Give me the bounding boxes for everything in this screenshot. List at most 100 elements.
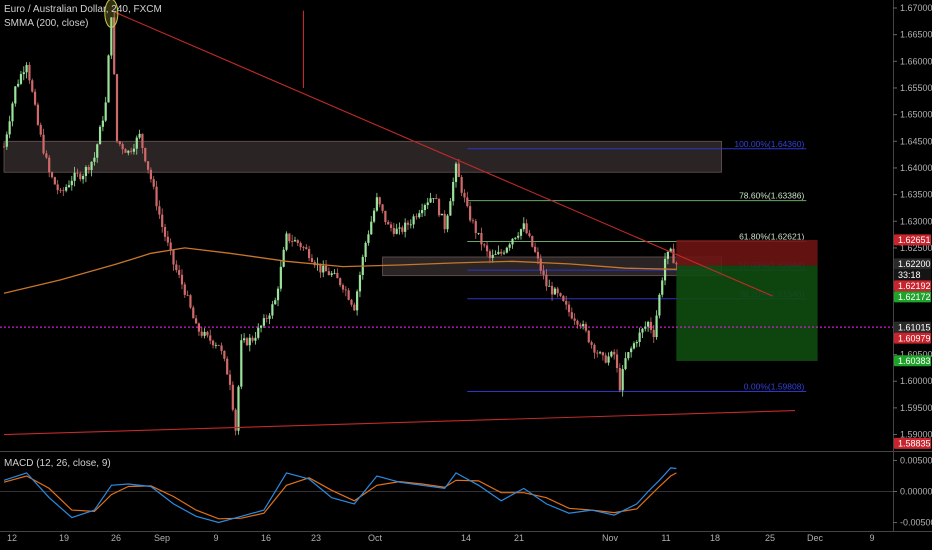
candle-body-180	[511, 238, 514, 245]
trendline-0	[111, 10, 773, 297]
candle-body-152	[432, 198, 435, 199]
candle-body-13	[39, 124, 42, 135]
price-tick-label-12: 1.59500	[900, 403, 932, 413]
time-tick-label-9: 21	[514, 533, 524, 543]
candle-body-29	[84, 167, 88, 177]
candle-body-131	[372, 210, 376, 222]
candle-body-203	[576, 320, 579, 325]
candle-body-94	[268, 315, 271, 319]
candle-body-49	[141, 133, 144, 148]
candle-body-210	[596, 352, 599, 354]
candle-body-32	[93, 157, 96, 162]
candle-body-216	[613, 351, 616, 355]
candle-body-59	[169, 242, 172, 250]
price-tick-label-10: 1.60500	[900, 350, 932, 360]
candle-body-147	[418, 213, 421, 218]
candle-body-128	[364, 242, 367, 257]
candle-body-8	[25, 64, 28, 73]
price-label-text-6: 1.60979	[898, 333, 931, 343]
price-label-text-4: 1.62172	[898, 292, 931, 302]
price-tick-label-6: 1.64000	[900, 163, 932, 173]
candle-body-215	[610, 351, 613, 357]
candle-body-42	[121, 144, 124, 150]
fib-level-label-1: 78.60%(1.63386)	[739, 191, 804, 201]
candle-body-150	[426, 202, 429, 206]
candle-body-80	[228, 374, 232, 385]
price-tick-label-4: 1.65000	[900, 110, 932, 120]
candle-body-95	[271, 304, 274, 316]
candle-body-183	[519, 229, 523, 236]
candle-body-208	[590, 342, 593, 345]
candle-body-196	[556, 288, 559, 294]
price-tick-label-1: 1.66500	[900, 30, 932, 40]
candle-body-165	[469, 206, 472, 221]
candle-body-54	[155, 186, 158, 207]
candle-body-78	[223, 350, 226, 359]
price-label-box-5	[894, 321, 931, 333]
candle-body-84	[240, 340, 243, 387]
candle-body-68	[195, 318, 198, 324]
candle-body-129	[367, 234, 370, 243]
candle-body-24	[70, 180, 73, 186]
candle-body-217	[615, 354, 619, 369]
candle-body-197	[559, 293, 562, 296]
candle-body-74	[211, 340, 215, 346]
candle-body-118	[336, 272, 339, 279]
candle-body-204	[579, 324, 582, 327]
symbol-title: Euro / Australian Dollar, 240, FXCM	[4, 4, 162, 15]
price-tick-label-0: 1.67000	[900, 3, 932, 13]
candle-body-185	[525, 223, 528, 234]
candle-body-116	[330, 273, 333, 276]
candle-body-63	[180, 274, 184, 285]
candle-body-228	[647, 321, 650, 327]
macd-tick-label-0: 0.00500	[900, 455, 932, 465]
candle-body-122	[347, 290, 350, 300]
candle-body-120	[341, 285, 345, 290]
macd-signal-line	[3, 472, 677, 520]
candle-body-117	[333, 272, 336, 274]
candle-body-156	[443, 213, 446, 230]
price-label-text-1: 1.62200	[898, 259, 931, 269]
candle-body-192	[545, 274, 548, 287]
candle-body-172	[488, 251, 491, 259]
candle-body-115	[327, 271, 330, 276]
price-tick-label-9: 1.62500	[900, 243, 932, 253]
candle-body-140	[398, 227, 401, 229]
candle-body-87	[248, 337, 251, 346]
candle-body-148	[421, 210, 424, 214]
candle-body-225	[638, 332, 641, 343]
fib-level-label-5: 0.00%(1.59808)	[744, 381, 805, 391]
candle-body-230	[652, 329, 655, 338]
candle-body-159	[452, 182, 455, 202]
candle-body-55	[158, 206, 161, 215]
time-tick-label-2: 26	[111, 533, 121, 543]
candle-body-77	[220, 345, 223, 351]
candle-body-40	[115, 74, 119, 142]
candle-body-170	[483, 244, 486, 246]
candle-body-81	[231, 384, 234, 410]
price-label-box-0	[894, 234, 931, 246]
price-label-text-5: 1.61015	[898, 322, 931, 332]
candle-body-47	[135, 137, 138, 149]
time-tick-label-1: 19	[59, 533, 69, 543]
candle-body-60	[172, 249, 175, 265]
candle-body-62	[178, 270, 181, 275]
candle-body-38	[110, 17, 113, 56]
candle-body-51	[146, 161, 150, 170]
candle-body-108	[308, 249, 311, 259]
candle-body-98	[279, 266, 282, 289]
candle-body-160	[454, 163, 458, 183]
price-label-text-0: 1.62651	[898, 235, 931, 245]
candle-body-20	[59, 190, 62, 191]
candle-body-22	[65, 187, 68, 191]
price-tick-label-8: 1.63000	[900, 216, 932, 226]
candle-body-107	[305, 247, 308, 250]
candle-body-221	[627, 352, 630, 359]
candle-body-21	[62, 190, 65, 192]
price-label-box-6	[894, 332, 931, 344]
price-label-box-8	[894, 437, 931, 449]
time-tick-label-11: 11	[661, 533, 670, 543]
smma-line	[3, 247, 677, 294]
candle-body-188	[534, 246, 537, 252]
